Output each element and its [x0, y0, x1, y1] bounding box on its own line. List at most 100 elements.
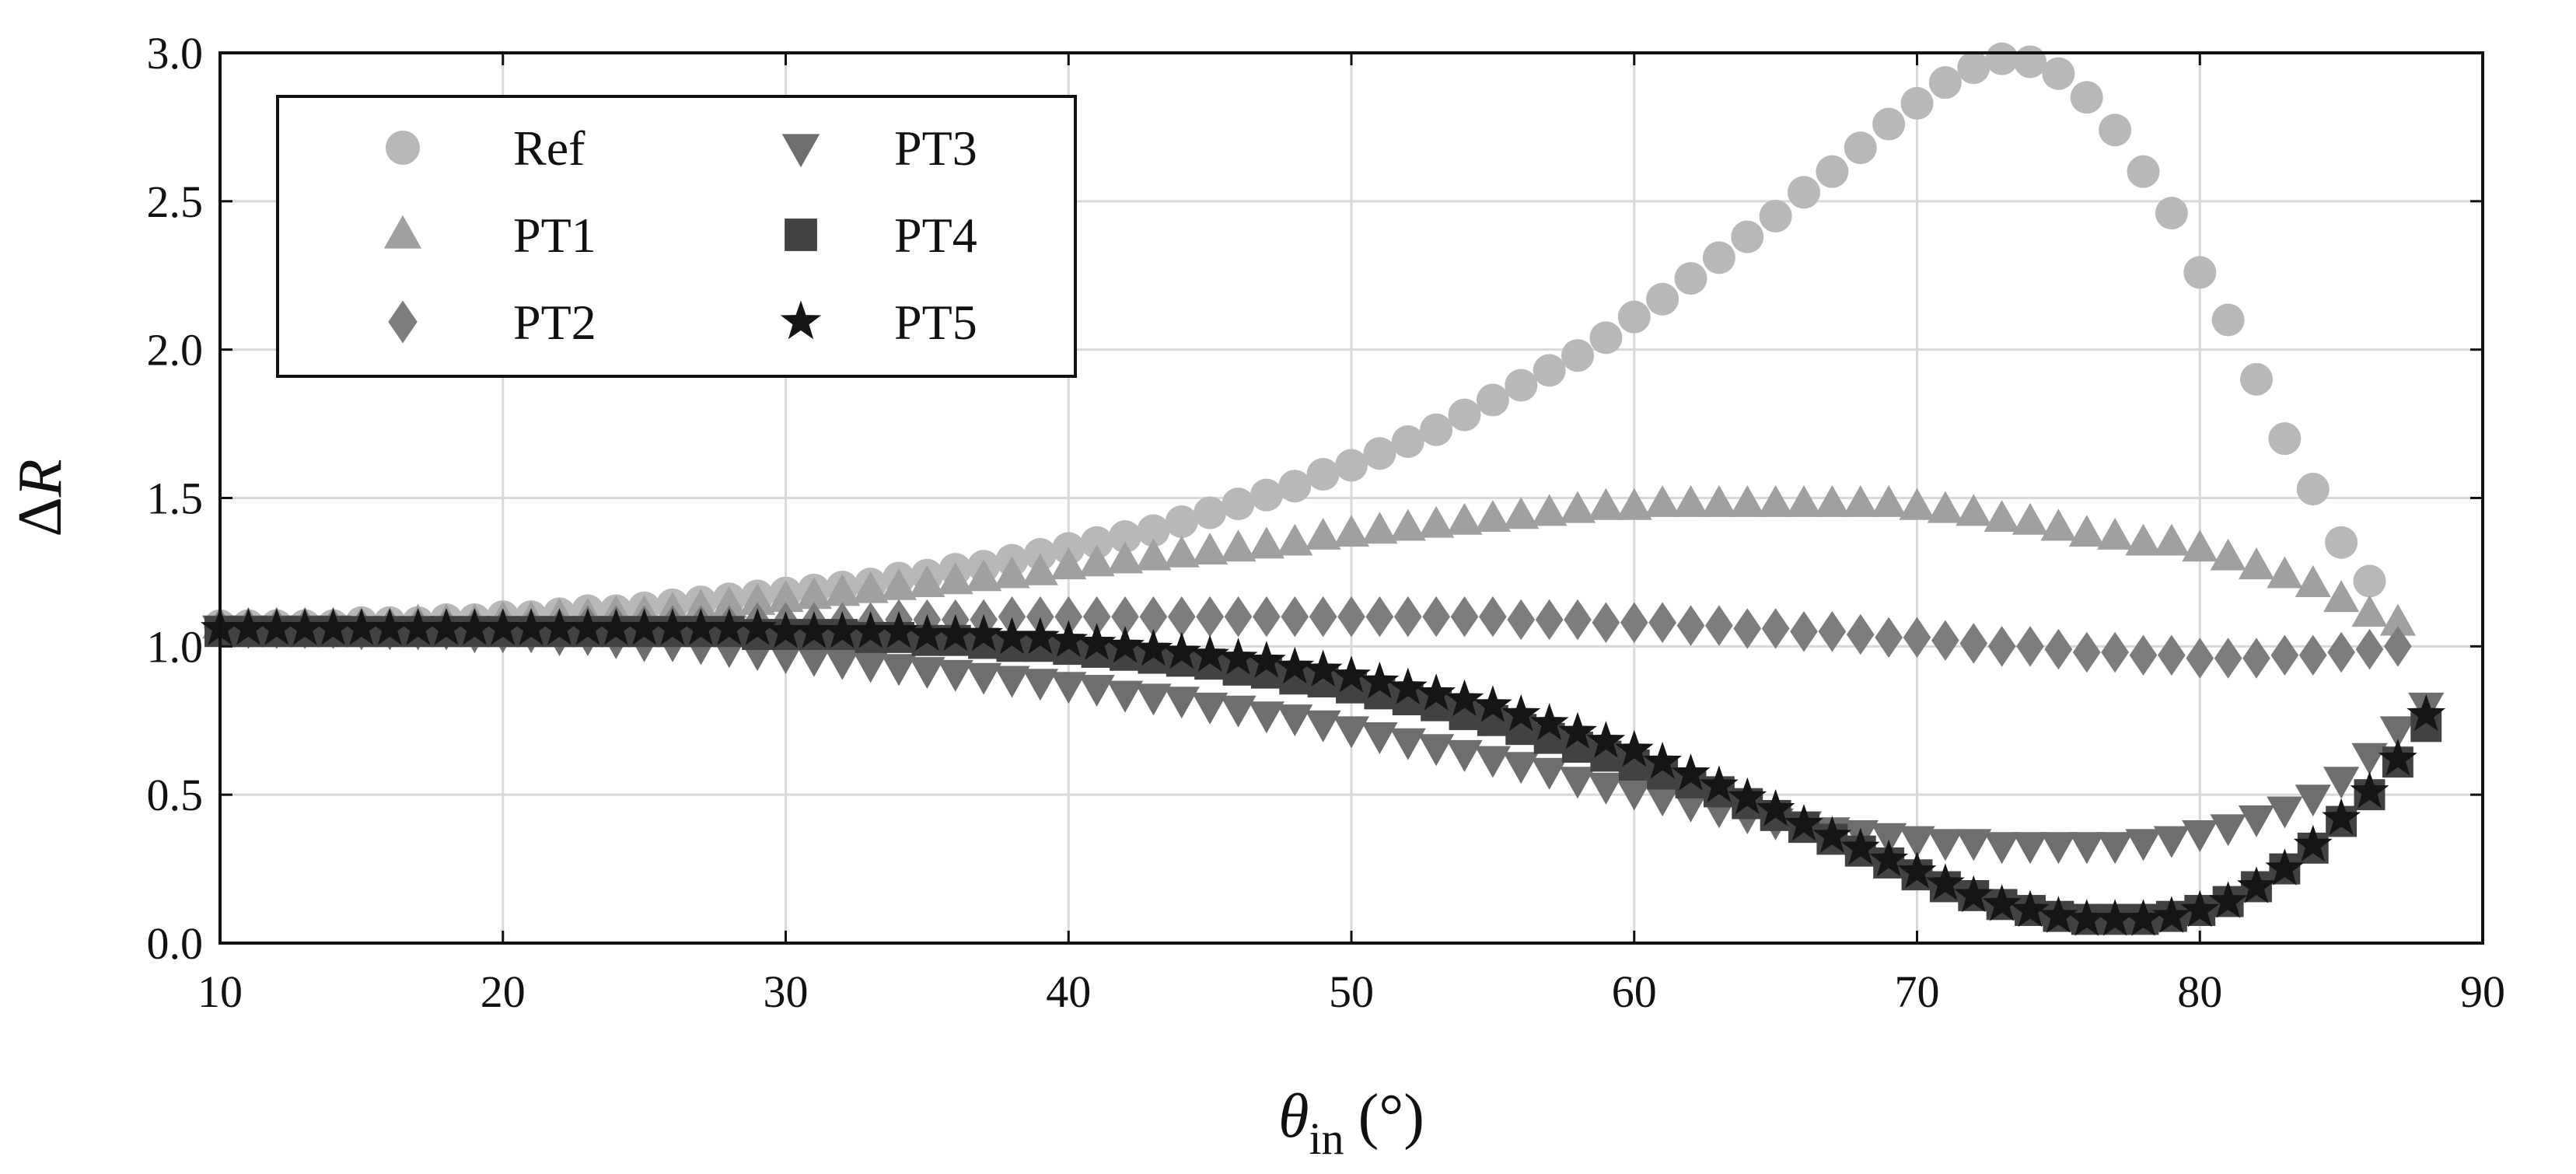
point-pt5 — [1756, 789, 1795, 826]
point-pt2 — [1365, 596, 1394, 638]
point-pt2 — [1987, 626, 2016, 667]
y-axis-symbol: R — [6, 459, 75, 498]
point-pt1 — [1163, 535, 1200, 568]
point-pt5 — [2067, 899, 2106, 936]
y-tick-label: 1.5 — [147, 473, 204, 524]
point-pt3 — [2125, 829, 2162, 861]
point-pt1 — [1277, 523, 1313, 556]
point-pt2 — [1818, 611, 1847, 652]
point-pt1 — [1899, 487, 1935, 520]
point-pt1 — [2040, 508, 2077, 541]
point-pt1 — [2295, 565, 2331, 597]
point-pt3 — [1192, 692, 1229, 725]
point-pt5 — [483, 608, 523, 645]
point-pt3 — [1333, 716, 1370, 749]
point-pt5 — [229, 608, 268, 645]
point-pt2 — [1875, 617, 1903, 659]
point-pt2 — [1337, 596, 1365, 638]
point-ref — [1109, 520, 1141, 554]
point-ref — [1985, 42, 2019, 75]
point-ref — [1165, 505, 1198, 539]
point-pt5 — [398, 608, 438, 645]
point-pt2 — [1790, 611, 1818, 652]
y-tick-label: 3.0 — [147, 28, 204, 79]
point-pt1 — [711, 585, 747, 618]
point-pt5 — [1275, 646, 1315, 684]
point-pt3 — [909, 657, 945, 689]
x-tick-label: 70 — [1895, 966, 1940, 1017]
point-pt5 — [1246, 641, 1286, 678]
legend-marker-pt4 — [785, 218, 817, 251]
point-pt3 — [1672, 790, 1709, 823]
point-pt5 — [1784, 804, 1823, 841]
point-pt1 — [1588, 487, 1624, 520]
point-pt5 — [2011, 889, 2050, 928]
point-pt1 — [852, 571, 889, 603]
legend-item-pt4: PT4 — [785, 208, 977, 263]
point-pt2 — [2242, 638, 2270, 679]
point-pt1 — [2068, 515, 2105, 547]
point-pt3 — [1503, 752, 1540, 784]
point-pt5 — [907, 613, 947, 652]
legend-label-ref: Ref — [513, 121, 585, 176]
point-pt1 — [966, 559, 1002, 592]
point-pt3 — [966, 662, 1002, 695]
point-pt3 — [1361, 722, 1398, 754]
point-pt2 — [1111, 596, 1139, 638]
point-pt3 — [1277, 704, 1313, 737]
point-pt1 — [824, 574, 861, 606]
point-pt3 — [1248, 701, 1285, 734]
point-pt3 — [1050, 672, 1087, 704]
point-pt3 — [824, 648, 861, 680]
point-pt1 — [1418, 505, 1455, 538]
point-pt1 — [683, 589, 719, 621]
point-ref — [1194, 496, 1227, 529]
point-pt5 — [1445, 679, 1484, 717]
point-ref — [1561, 339, 1594, 372]
point-pt1 — [739, 582, 776, 615]
point-pt2 — [998, 596, 1026, 638]
legend-item-pt1: PT1 — [383, 208, 596, 263]
point-ref — [1900, 86, 1934, 120]
point-pt5 — [794, 611, 834, 648]
point-pt5 — [370, 608, 410, 645]
point-pt2 — [1705, 605, 1733, 646]
point-ref — [1928, 66, 1962, 100]
point-pt2 — [1450, 596, 1479, 638]
y-tick-label: 1.0 — [147, 621, 204, 672]
point-pt5 — [2406, 694, 2446, 732]
legend-label-pt1: PT1 — [513, 208, 596, 263]
point-pt3 — [880, 654, 918, 687]
point-pt1 — [1474, 500, 1511, 532]
point-pt5 — [596, 608, 636, 645]
point-ref — [1420, 413, 1453, 446]
point-pt5 — [540, 608, 579, 645]
point-pt3 — [1984, 832, 2020, 865]
point-pt5 — [681, 608, 721, 645]
point-pt3 — [1645, 784, 1681, 817]
point-pt1 — [1672, 485, 1709, 517]
point-pt5 — [1218, 638, 1258, 675]
point-pt2 — [2101, 631, 2129, 673]
point-pt3 — [1106, 680, 1144, 713]
point-pt1 — [1361, 512, 1398, 544]
point-ref — [2014, 45, 2046, 79]
point-pt5 — [2180, 889, 2220, 928]
point-pt5 — [766, 611, 806, 648]
legend-item-pt5: PT5 — [780, 295, 977, 350]
point-ref — [2042, 57, 2075, 90]
point-ref — [2240, 362, 2273, 396]
point-pt2 — [2384, 626, 2412, 667]
point-ref — [2070, 81, 2103, 114]
point-pt5 — [935, 613, 975, 652]
point-ref — [1617, 300, 1651, 334]
point-ref — [2296, 473, 2330, 506]
point-pt2 — [2016, 626, 2044, 667]
point-pt5 — [964, 613, 1004, 652]
point-pt5 — [851, 611, 890, 648]
point-ref — [1759, 199, 1792, 232]
point-pt5 — [1982, 884, 2022, 921]
point-pt1 — [1531, 494, 1568, 526]
point-pt2 — [1903, 617, 1931, 659]
